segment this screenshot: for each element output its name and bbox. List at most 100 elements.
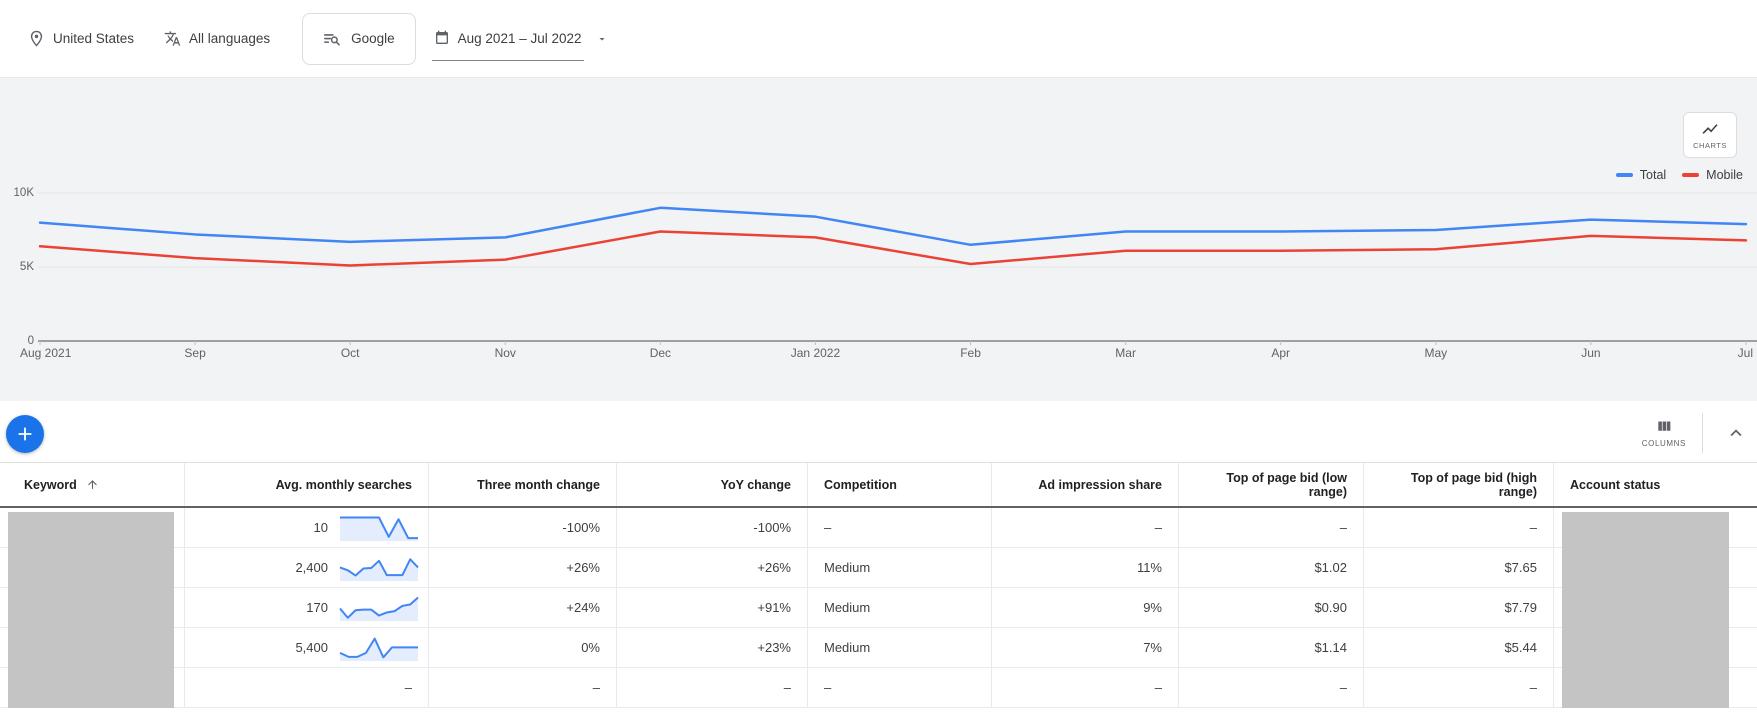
cell-avg-monthly-searches: 5,400	[185, 628, 429, 667]
cell-top-of-page-bid-high: $5.44	[1364, 628, 1554, 667]
col-header-account-status[interactable]: Account status	[1570, 477, 1661, 492]
redacted-keyword-column	[8, 512, 174, 708]
x-axis-label: Dec	[649, 346, 672, 360]
chart-legend: Total Mobile	[1615, 168, 1743, 182]
chart-line-mobile	[38, 230, 1748, 267]
table-row[interactable]: – – – – – – –	[0, 668, 1757, 708]
language-filter[interactable]: All languages	[164, 30, 270, 47]
x-axis-label: Apr	[1271, 346, 1291, 360]
x-axis-label: Nov	[494, 346, 516, 360]
cell-yoy-change: +23%	[617, 628, 808, 667]
trend-sparkline	[339, 596, 419, 621]
charts-button-label: CHARTS	[1693, 141, 1727, 150]
sort-ascending-icon	[87, 480, 97, 489]
add-keywords-button[interactable]	[6, 415, 44, 453]
network-filter[interactable]: Google	[302, 12, 416, 65]
cell-ad-impression-share: –	[992, 668, 1179, 707]
legend-dash-mobile	[1682, 173, 1700, 177]
location-pin-icon	[30, 30, 43, 47]
col-header-competition[interactable]: Competition	[808, 463, 992, 506]
search-network-icon	[324, 33, 340, 46]
cell-competition: Medium	[808, 548, 992, 587]
cell-top-of-page-bid-low: –	[1179, 668, 1364, 707]
cell-yoy-change: +91%	[617, 588, 808, 627]
cell-keyword	[0, 668, 185, 707]
cell-ad-impression-share: 11%	[992, 548, 1179, 587]
cell-top-of-page-bid-high: $7.79	[1364, 588, 1554, 627]
line-chart-icon	[1702, 124, 1718, 134]
collapse-chevron-icon[interactable]	[1725, 422, 1747, 444]
cell-yoy-change: –	[617, 668, 808, 707]
columns-button-label: COLUMNS	[1641, 439, 1686, 448]
table-toolbar: COLUMNS	[0, 401, 1757, 462]
legend-dash-total	[1615, 173, 1633, 177]
cell-competition: –	[808, 508, 992, 547]
cell-top-of-page-bid-high: –	[1364, 668, 1554, 707]
cell-top-of-page-bid-low: $0.90	[1179, 588, 1364, 627]
cell-ad-impression-share: –	[992, 508, 1179, 547]
cell-ad-impression-share: 9%	[992, 588, 1179, 627]
charts-toggle-button[interactable]: CHARTS	[1683, 112, 1737, 158]
filters-toolbar: United States All languages Google Aug 2…	[0, 0, 1757, 78]
cell-yoy-change: -100%	[617, 508, 808, 547]
x-axis-label: May	[1424, 346, 1448, 360]
cell-top-of-page-bid-high: $7.65	[1364, 548, 1554, 587]
cell-ad-impression-share: 7%	[992, 628, 1179, 667]
chart-line-total	[38, 206, 1748, 247]
dropdown-arrow-icon	[599, 37, 605, 40]
chart-section: 0 5K 10K Aug 2021 Sep Oct Nov Dec Jan 2022 Feb Ma…	[0, 78, 1757, 401]
cell-competition: Medium	[808, 628, 992, 667]
col-header-ad-impression-share[interactable]: Ad impression share	[992, 463, 1179, 506]
date-range-selector[interactable]: Aug 2021 – Jul 2022	[431, 17, 608, 61]
y-axis-label: 5K	[19, 261, 34, 273]
x-axis-label: Oct	[340, 346, 360, 360]
cell-keyword	[0, 628, 185, 667]
cell-three-month-change: +26%	[429, 548, 617, 587]
network-filter-label: Google	[351, 31, 395, 46]
cell-competition: Medium	[808, 588, 992, 627]
x-axis-label: Aug 2021	[20, 346, 72, 360]
x-axis-label: Feb	[960, 346, 981, 360]
cell-keyword	[0, 508, 185, 547]
table-row[interactable]: 5,400 0% +23% Medium 7% $1.14 $5.44	[0, 628, 1757, 668]
toolbar-divider	[1702, 413, 1703, 453]
legend-mobile: Mobile	[1682, 168, 1743, 182]
plus-icon	[18, 427, 32, 441]
calendar-icon	[435, 30, 448, 44]
col-header-yoy-change[interactable]: YoY change	[617, 463, 808, 506]
location-filter-label: United States	[53, 31, 135, 46]
language-filter-label: All languages	[189, 31, 271, 46]
cell-top-of-page-bid-low: –	[1179, 508, 1364, 547]
location-filter[interactable]: United States	[28, 30, 134, 47]
columns-icon	[1658, 421, 1671, 431]
x-axis-label: Sep	[184, 346, 206, 360]
x-axis-label: Jan 2022	[790, 346, 841, 360]
col-header-avg-monthly-searches[interactable]: Avg. monthly searches	[185, 463, 429, 506]
cell-keyword	[0, 588, 185, 627]
y-axis-label: 0	[27, 335, 34, 347]
col-header-three-month-change[interactable]: Three month change	[429, 463, 617, 506]
table-row[interactable]: 2,400 +26% +26% Medium 11% $1.02 $7.65	[0, 548, 1757, 588]
redacted-account-status-column	[1562, 512, 1729, 708]
cell-avg-monthly-searches: –	[185, 668, 429, 707]
x-axis-label: Jul	[1737, 346, 1753, 360]
cell-three-month-change: +24%	[429, 588, 617, 627]
date-range-label: Aug 2021 – Jul 2022	[457, 30, 582, 46]
cell-competition: –	[808, 668, 992, 707]
trend-sparkline	[339, 637, 418, 661]
table-body: 10 -100% -100% – – – –2,400 +26% +26% Medium 11% $1…	[0, 508, 1757, 708]
columns-button[interactable]: COLUMNS	[1642, 418, 1686, 448]
table-row[interactable]: 10 -100% -100% – – – –	[0, 508, 1757, 548]
col-header-top-of-page-bid-high[interactable]: Top of page bid (high range)	[1364, 463, 1554, 506]
cell-avg-monthly-searches: 2,400	[185, 548, 429, 587]
col-header-keyword[interactable]: Keyword	[0, 463, 185, 506]
cell-top-of-page-bid-low: $1.02	[1179, 548, 1364, 587]
cell-top-of-page-bid-low: $1.14	[1179, 628, 1364, 667]
cell-avg-monthly-searches: 10	[185, 508, 429, 547]
trend-sparkline	[340, 516, 418, 541]
table-row[interactable]: 170 +24% +91% Medium 9% $0.90 $7.79	[0, 588, 1757, 628]
y-axis-label: 10K	[13, 187, 34, 199]
col-header-top-of-page-bid-low[interactable]: Top of page bid (low range)	[1179, 463, 1364, 506]
table-header-row: Keyword Avg. monthly searches Three mont…	[0, 462, 1757, 508]
cell-top-of-page-bid-high: –	[1364, 508, 1554, 547]
